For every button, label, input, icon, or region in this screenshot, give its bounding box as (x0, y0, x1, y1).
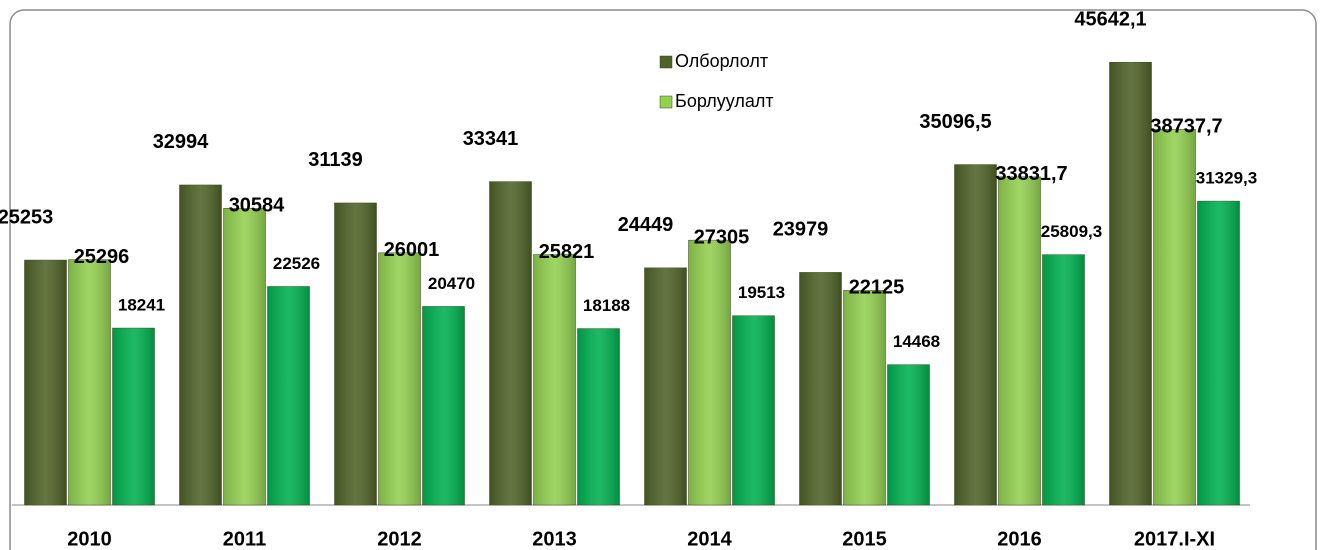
bar (334, 202, 377, 506)
bar (24, 259, 67, 506)
bar (887, 364, 930, 506)
data-label: 26001 (384, 239, 440, 261)
bar (799, 272, 842, 506)
data-label: 30584 (229, 195, 285, 217)
bar (732, 315, 775, 506)
data-label: 25821 (539, 241, 595, 263)
data-label: 45642,1 (1074, 9, 1146, 31)
data-label: 25253 (0, 206, 53, 228)
data-label: 38737,7 (1150, 116, 1222, 138)
legend-swatch (659, 55, 673, 69)
x-tick-label: 2010 (67, 528, 112, 550)
x-tick-label: 2013 (532, 528, 577, 550)
bar (68, 259, 111, 506)
bar (954, 164, 997, 506)
x-tick-label: 2014 (687, 528, 732, 550)
data-label: 23979 (773, 219, 829, 241)
legend-swatch (659, 95, 673, 109)
data-label: 31329,3 (1196, 169, 1257, 188)
bar (112, 327, 155, 506)
legend-label: Олборлолт (675, 51, 768, 71)
data-label: 20470 (428, 274, 475, 293)
data-label: 22125 (849, 277, 905, 299)
x-tick-label: 2012 (377, 528, 422, 550)
bar (1042, 254, 1085, 506)
bar (1109, 62, 1152, 506)
x-tick-label: 2011 (223, 528, 266, 550)
bar (489, 181, 532, 506)
data-label: 18241 (118, 296, 165, 315)
bar (267, 286, 310, 506)
data-label: 27305 (694, 226, 750, 248)
data-label: 24449 (618, 214, 674, 236)
bar (223, 208, 266, 506)
x-tick-label: 2016 (997, 528, 1042, 550)
bar (378, 252, 421, 506)
bar (1197, 200, 1240, 506)
data-label: 32994 (153, 131, 209, 153)
data-label: 25296 (74, 246, 130, 268)
x-tick-label: 2017.I-XI (1134, 528, 1215, 550)
legend-label: Борлуулалт (675, 91, 774, 111)
data-label: 18188 (583, 296, 630, 315)
data-label: 14468 (893, 332, 940, 351)
bar (179, 184, 222, 506)
bar (998, 176, 1041, 506)
bar (533, 254, 576, 506)
bar (1153, 128, 1196, 506)
data-label: 25809,3 (1041, 222, 1102, 241)
bar (422, 306, 465, 506)
data-label: 22526 (273, 254, 320, 273)
data-label: 35096,5 (919, 111, 991, 133)
data-label: 33341 (463, 128, 519, 150)
data-label: 33831,7 (995, 163, 1067, 185)
bar (577, 328, 620, 506)
data-label: 31139 (308, 149, 363, 171)
bar (644, 267, 687, 506)
bar (688, 239, 731, 506)
x-tick-label: 2015 (842, 528, 887, 550)
data-label: 19513 (738, 283, 785, 302)
bar (843, 290, 886, 506)
